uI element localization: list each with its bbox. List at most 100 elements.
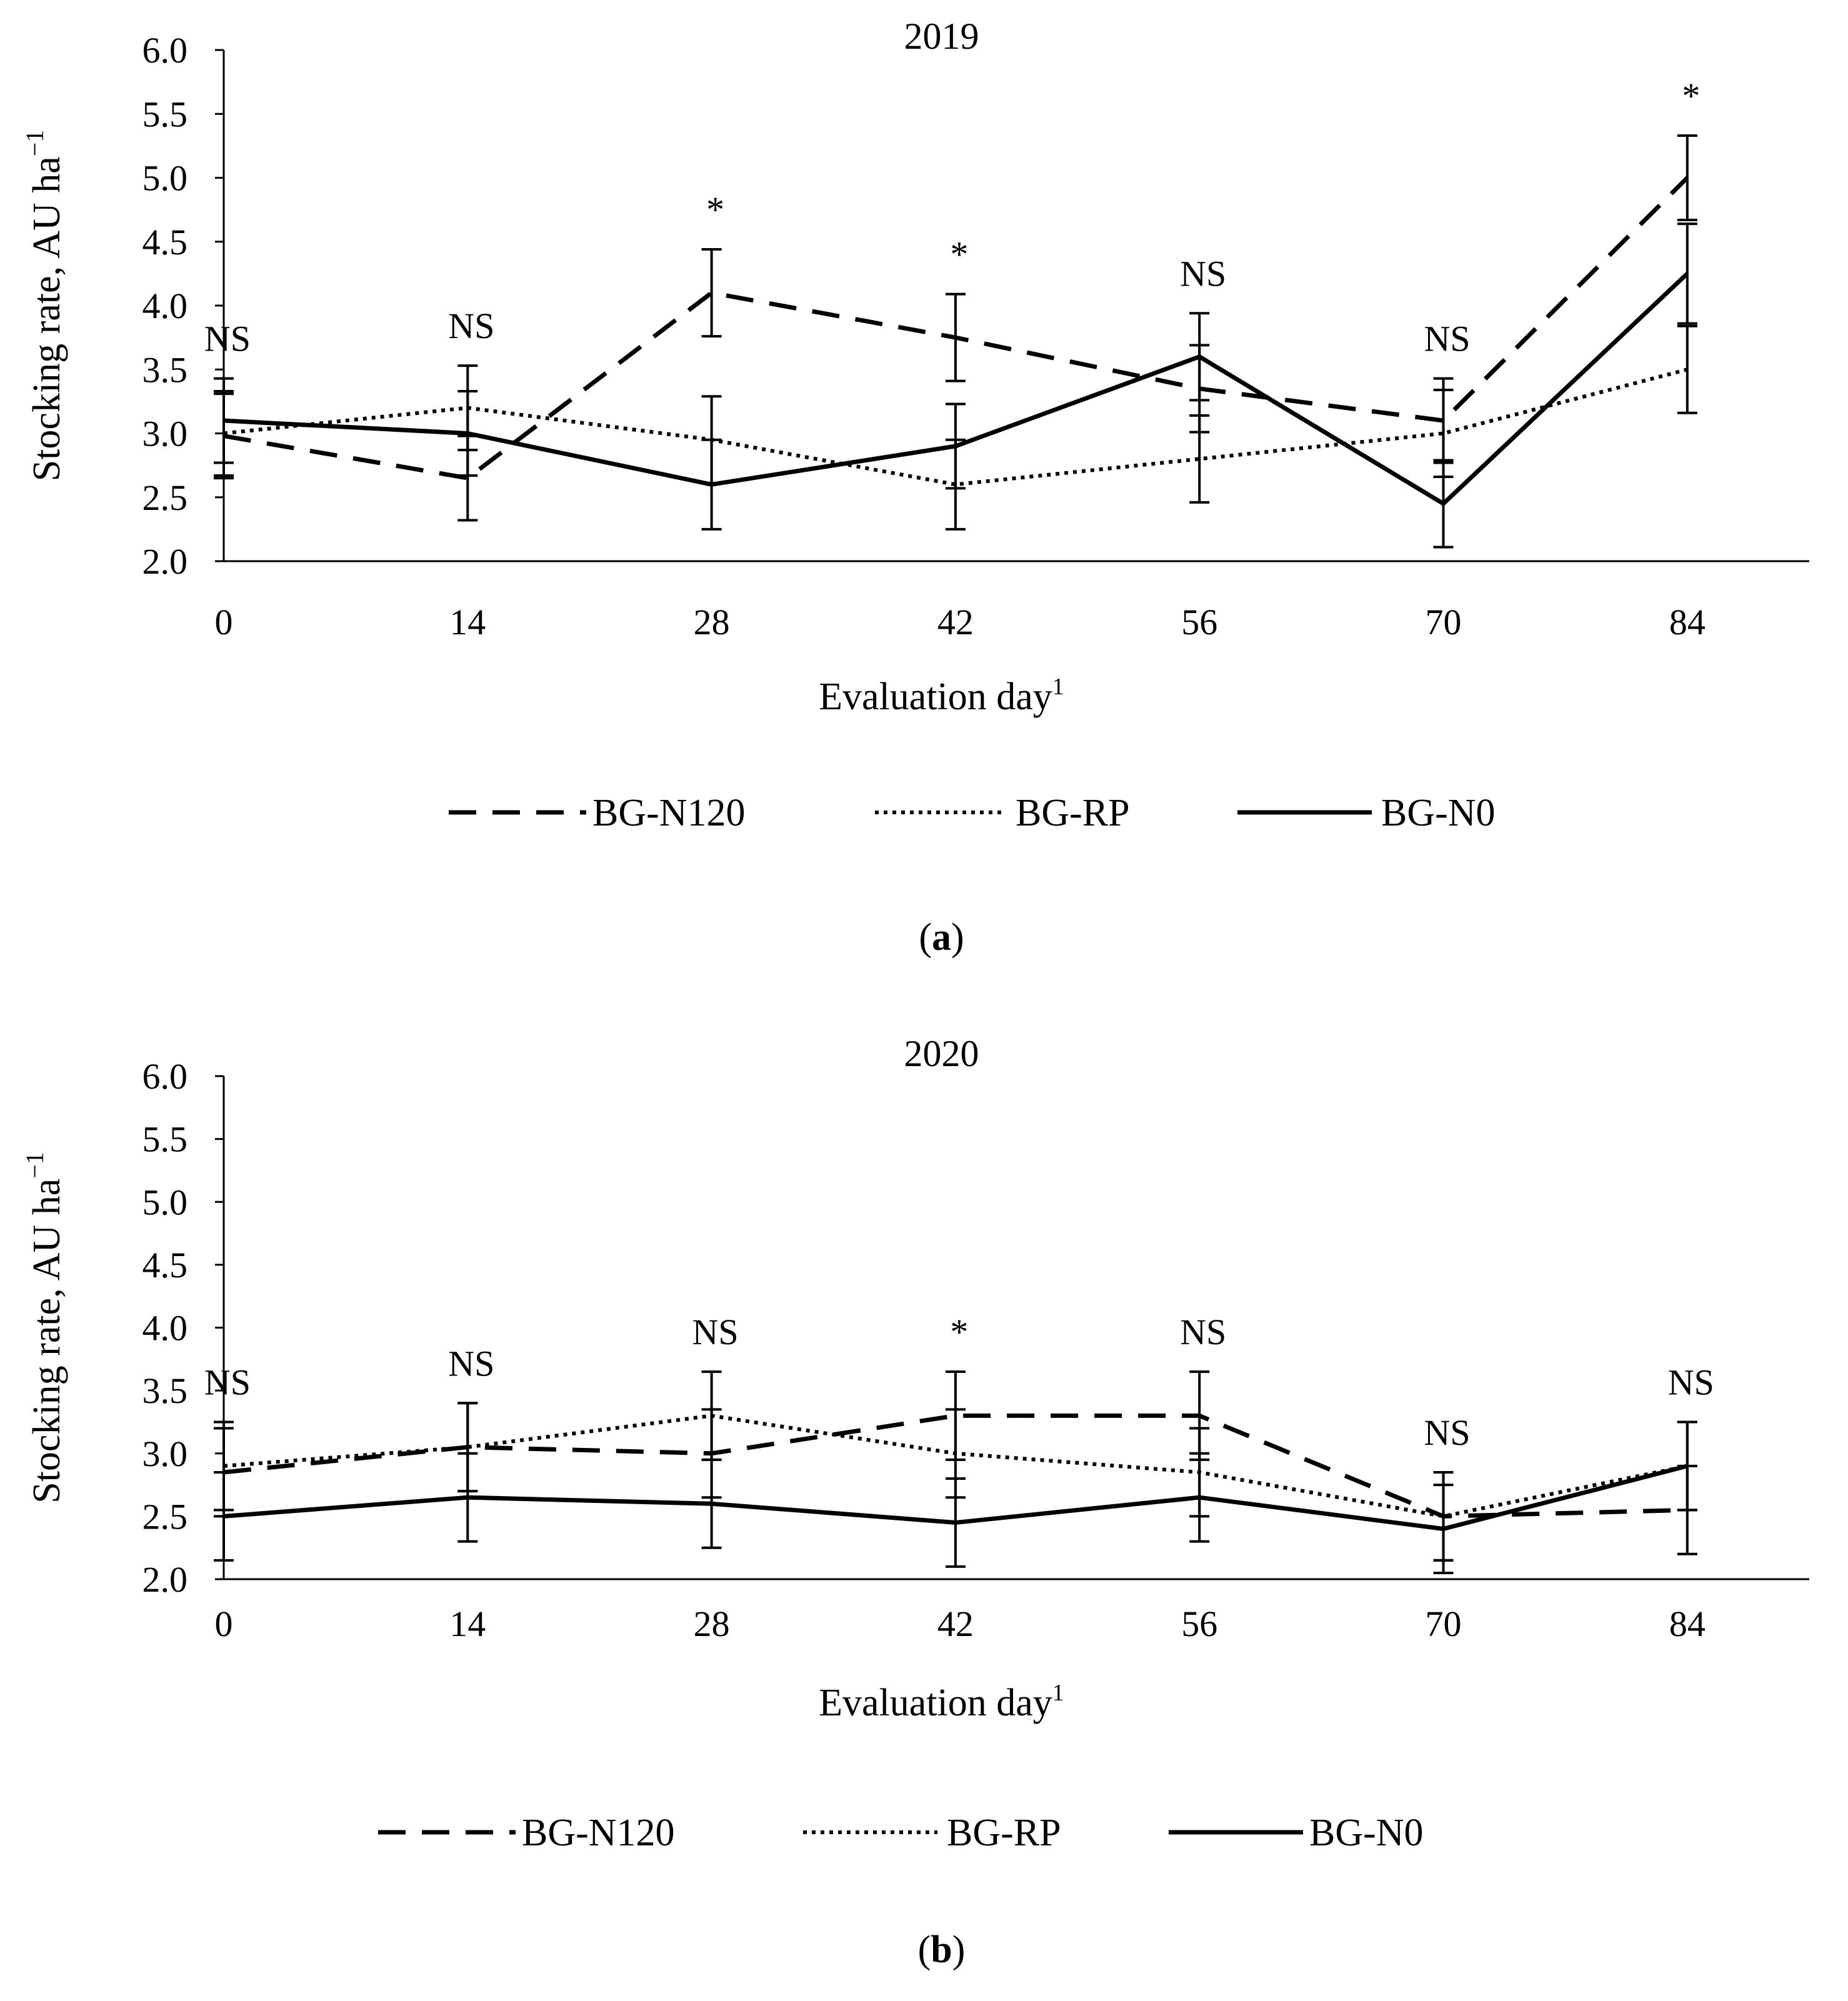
significance-label: *	[1682, 76, 1700, 116]
error-bar	[457, 1452, 478, 1543]
x-tick-label: 28	[694, 1604, 730, 1644]
error-bar	[1189, 1452, 1210, 1543]
significance-label: NS	[448, 306, 494, 346]
error-bar	[1189, 414, 1210, 504]
data-point	[1198, 355, 1201, 358]
panel-label-close: )	[951, 916, 964, 959]
x-axis-label-text: Evaluation day	[819, 676, 1052, 718]
legend-item: BG-N0	[1237, 792, 1496, 834]
x-axis-label-superscript: 1	[1052, 1680, 1064, 1706]
x-tick-label: 84	[1669, 602, 1706, 642]
y-tick-label: 6.0	[142, 30, 188, 71]
error-bar	[945, 402, 966, 490]
y-axis-label-text: Stocking rate, AU ha	[26, 1179, 68, 1504]
error-bar	[945, 1477, 966, 1568]
y-tick-label: 5.0	[142, 158, 188, 199]
error-bar	[1433, 1484, 1454, 1574]
legend-label: BG-N0	[1381, 792, 1496, 834]
panel-label-close: )	[952, 1929, 966, 1971]
significance-label: NS	[1668, 1362, 1714, 1402]
data-point	[1198, 1496, 1201, 1499]
panel-label-open: (	[919, 916, 932, 959]
significance-label: NS	[204, 319, 251, 359]
y-tick-label: 3.0	[142, 1434, 188, 1474]
y-tick-label: 4.5	[142, 1245, 188, 1285]
data-point	[222, 419, 225, 422]
y-tick-label: 2.5	[142, 477, 188, 518]
error-bar	[945, 292, 966, 382]
x-tick-label: 70	[1426, 602, 1462, 642]
x-tick-label: 70	[1426, 1604, 1462, 1644]
legend-item: BG-RP	[875, 792, 1130, 834]
legend: BG-N120 BG-RP BG-N0	[449, 792, 1496, 834]
significance-label: *	[950, 1312, 968, 1352]
significance-label: *	[706, 189, 724, 230]
y-tick-label: 6.0	[142, 1056, 188, 1097]
significance-label: NS	[448, 1343, 494, 1384]
y-tick-label: 5.5	[142, 1119, 188, 1160]
y-tick-label: 5.0	[142, 1182, 188, 1222]
legend-label: BG-RP	[947, 1812, 1061, 1854]
error-bar	[1677, 222, 1697, 325]
data-point	[1198, 457, 1201, 461]
data-point	[954, 336, 957, 339]
data-point	[466, 477, 469, 480]
error-bar	[1677, 1420, 1697, 1512]
y-tick-label: 3.0	[142, 414, 188, 454]
data-point	[1442, 502, 1445, 505]
series-BG-N0	[214, 222, 1697, 549]
significance-label: NS	[1180, 1312, 1226, 1352]
legend-item: BG-RP	[803, 1812, 1061, 1854]
data-point	[710, 483, 713, 486]
error-bar	[1677, 134, 1697, 221]
legend-item: BG-N120	[378, 1812, 675, 1854]
y-tick-label: 4.0	[142, 286, 188, 326]
x-tick-label: 14	[449, 602, 486, 642]
data-point	[954, 444, 957, 447]
significance-label: NS	[1180, 253, 1226, 294]
x-tick-label: 84	[1669, 1604, 1706, 1644]
legend: BG-N120 BG-RP BG-N0	[378, 1812, 1424, 1854]
error-bar	[214, 1470, 234, 1562]
x-axis-label-superscript: 1	[1052, 674, 1064, 700]
error-bar	[701, 248, 722, 338]
significance-label: NS	[1424, 319, 1470, 359]
data-point	[1686, 368, 1689, 371]
data-point	[1442, 1527, 1445, 1530]
y-tick-label: 2.0	[142, 1559, 188, 1600]
y-tick-label: 5.5	[142, 94, 188, 134]
data-point	[1198, 1414, 1201, 1417]
x-axis-label-text: Evaluation day	[819, 1682, 1052, 1724]
data-point	[466, 1496, 469, 1499]
x-tick-label: 42	[937, 1604, 974, 1644]
panel-label-letter: a	[932, 916, 951, 959]
data-point	[710, 1502, 713, 1505]
legend-label: BG-N120	[592, 792, 746, 834]
y-tick-label: 2.0	[142, 541, 188, 582]
x-tick-label: 0	[215, 1604, 233, 1644]
data-point	[1686, 272, 1689, 275]
series-BG-N0	[214, 1420, 1697, 1574]
y-axis-label: Stocking rate, AU ha−1	[21, 1152, 68, 1504]
legend-label: BG-RP	[1016, 792, 1130, 834]
x-tick-label: 28	[694, 602, 730, 642]
chart-panel-a: 2019 2.0 2.5 3.0 3.5 4.0 4.5 5.0 5.5 6.0 0 14 28 42 56…	[21, 16, 1809, 959]
y-axis-label-superscript: −1	[21, 1152, 49, 1179]
error-bar	[214, 377, 234, 464]
data-point	[466, 432, 469, 435]
error-bar	[1433, 459, 1454, 549]
data-point	[1686, 1464, 1689, 1467]
y-axis-label: Stocking rate, AU ha−1	[21, 130, 68, 482]
legend-label: BG-N0	[1309, 1812, 1424, 1854]
x-axis-label: Evaluation day1	[819, 1680, 1064, 1724]
legend-item: BG-N0	[1169, 1812, 1424, 1854]
x-axis-label: Evaluation day1	[819, 674, 1064, 718]
panel-label: (b)	[918, 1929, 966, 1971]
error-bar	[701, 1458, 722, 1549]
y-tick-label: 4.0	[142, 1308, 188, 1349]
chart-panel-b: 2020 2.0 2.5 3.0 3.5 4.0 4.5 5.0 5.5 6.0 0 14 28 42 56…	[21, 1033, 1809, 1971]
error-bar	[1189, 312, 1210, 402]
data-point	[466, 1445, 469, 1449]
data-point	[954, 1452, 957, 1455]
significance-label: NS	[1424, 1412, 1470, 1453]
